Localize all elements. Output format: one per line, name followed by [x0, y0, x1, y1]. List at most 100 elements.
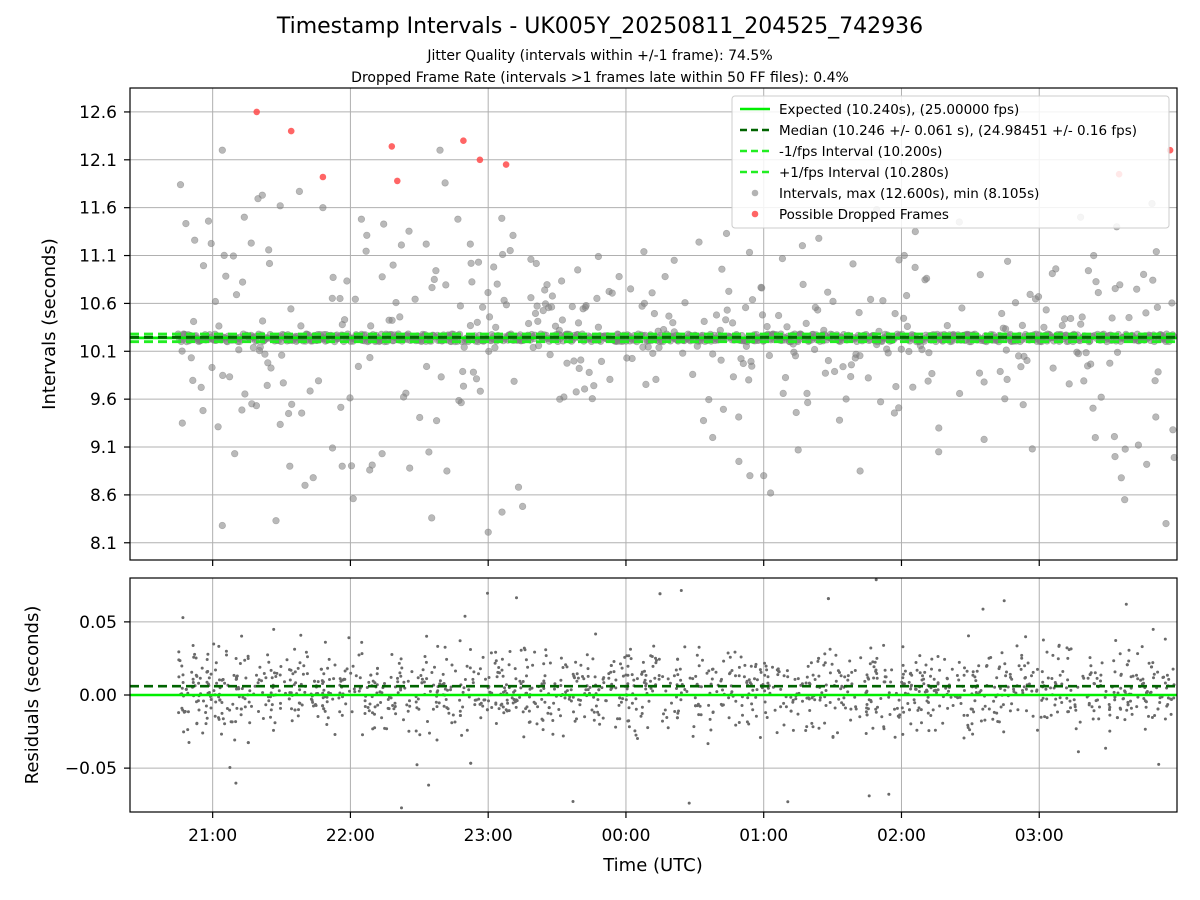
interval-point — [842, 395, 850, 403]
residual-point — [737, 674, 741, 678]
interval-point — [899, 314, 908, 322]
residual-point — [909, 722, 913, 726]
interval-point — [314, 377, 323, 385]
residual-point — [536, 705, 540, 709]
interval-point — [746, 472, 754, 480]
residual-point — [420, 677, 424, 681]
residual-point — [1096, 698, 1099, 702]
interval-point — [644, 343, 652, 351]
residual-point — [400, 666, 404, 670]
residual-point — [209, 706, 213, 710]
residual-point — [306, 655, 309, 659]
residual-point — [378, 690, 382, 694]
residual-point — [501, 674, 505, 678]
residual-point — [1040, 698, 1044, 702]
interval-point — [902, 292, 911, 300]
residual-point — [270, 703, 274, 707]
residual-point — [275, 671, 279, 675]
interval-point — [1154, 368, 1162, 376]
residual-point — [325, 700, 329, 704]
residual-point — [1127, 659, 1131, 663]
interval-point — [824, 357, 833, 365]
intervals-axes-frame — [129, 87, 1178, 561]
residual-point — [902, 682, 906, 686]
residual-point — [1072, 698, 1076, 702]
residual-point — [191, 677, 195, 681]
interval-point — [557, 277, 566, 285]
residual-point — [267, 699, 271, 703]
residual-point — [902, 710, 906, 714]
interval-point — [606, 375, 614, 384]
residual-point — [754, 714, 758, 718]
residual-point — [742, 675, 746, 679]
residual-point — [243, 658, 247, 662]
residual-point — [839, 687, 843, 691]
residual-point — [874, 578, 878, 582]
interval-point — [709, 350, 717, 358]
residual-point — [546, 711, 550, 715]
interval-point — [207, 239, 215, 248]
residual-point — [1024, 676, 1027, 679]
interval-point — [197, 383, 205, 392]
residual-point — [1051, 653, 1055, 657]
residual-point — [586, 667, 590, 671]
residual-point — [235, 675, 238, 679]
interval-point — [1153, 303, 1161, 311]
residual-point — [571, 800, 575, 803]
residual-point — [609, 664, 613, 667]
interval-point — [1060, 315, 1069, 323]
interval-point — [474, 258, 483, 266]
residual-point — [348, 689, 351, 693]
residual-point — [197, 681, 201, 685]
interval-point — [1074, 350, 1082, 358]
residual-point — [1136, 652, 1140, 656]
interval-point — [855, 309, 863, 317]
interval-point — [298, 409, 306, 417]
interval-point — [739, 359, 747, 368]
residual-point — [950, 667, 954, 671]
residual-point — [879, 697, 883, 700]
interval-point — [388, 316, 396, 324]
residual-point — [683, 645, 687, 649]
residual-point — [552, 701, 556, 705]
residual-point — [1081, 674, 1085, 678]
residual-point — [559, 684, 563, 687]
interval-point — [256, 343, 264, 351]
residual-point — [393, 705, 397, 708]
residual-point — [527, 720, 531, 724]
residual-point — [820, 691, 824, 695]
residual-point — [679, 698, 683, 702]
interval-point — [479, 303, 487, 311]
residual-point — [597, 713, 601, 717]
residuals-reference-lines — [130, 684, 1177, 697]
interval-point — [220, 251, 228, 259]
residual-point — [371, 679, 375, 683]
residual-point — [707, 703, 711, 707]
residual-point — [592, 695, 596, 699]
residual-point — [646, 726, 650, 730]
interval-point — [1121, 445, 1129, 453]
residual-point — [968, 728, 972, 732]
residual-point — [627, 706, 631, 710]
residual-point — [542, 662, 546, 666]
residual-point — [548, 661, 552, 665]
interval-point — [918, 346, 926, 354]
residual-point — [630, 701, 634, 705]
residual-point — [507, 663, 511, 667]
residual-point — [477, 697, 481, 701]
interval-point — [712, 311, 721, 319]
residual-point — [1125, 663, 1129, 667]
residual-point — [225, 653, 228, 657]
residual-point — [888, 713, 892, 716]
residual-point — [218, 678, 221, 682]
residual-point — [991, 717, 995, 721]
residual-point — [396, 691, 400, 695]
residual-point — [248, 721, 252, 725]
residual-point — [616, 717, 619, 721]
residual-point — [1163, 717, 1167, 721]
residual-point — [360, 640, 364, 644]
residual-point — [424, 660, 428, 664]
residual-point — [679, 678, 683, 682]
residual-point — [773, 708, 777, 712]
residual-point — [287, 697, 291, 701]
